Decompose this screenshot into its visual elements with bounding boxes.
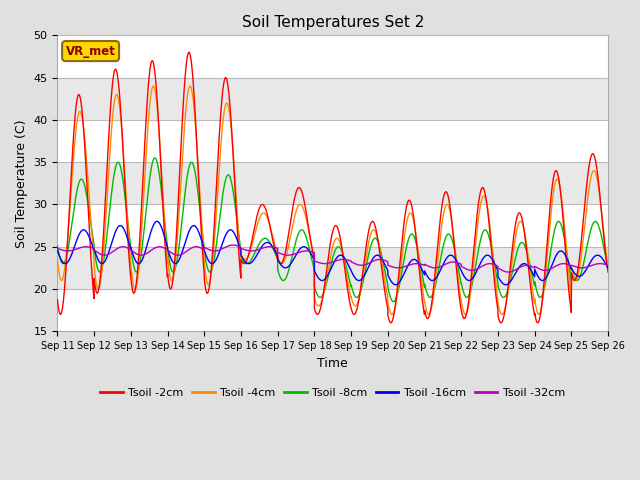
Y-axis label: Soil Temperature (C): Soil Temperature (C): [15, 119, 28, 248]
Text: VR_met: VR_met: [66, 45, 116, 58]
Bar: [58, 289, 608, 331]
Bar: [58, 78, 608, 120]
Bar: [58, 120, 608, 162]
Bar: [58, 247, 608, 289]
Legend: Tsoil -2cm, Tsoil -4cm, Tsoil -8cm, Tsoil -16cm, Tsoil -32cm: Tsoil -2cm, Tsoil -4cm, Tsoil -8cm, Tsoi…: [96, 384, 570, 403]
X-axis label: Time: Time: [317, 357, 348, 370]
Bar: [58, 36, 608, 78]
Bar: [58, 204, 608, 247]
Bar: [58, 162, 608, 204]
Title: Soil Temperatures Set 2: Soil Temperatures Set 2: [241, 15, 424, 30]
